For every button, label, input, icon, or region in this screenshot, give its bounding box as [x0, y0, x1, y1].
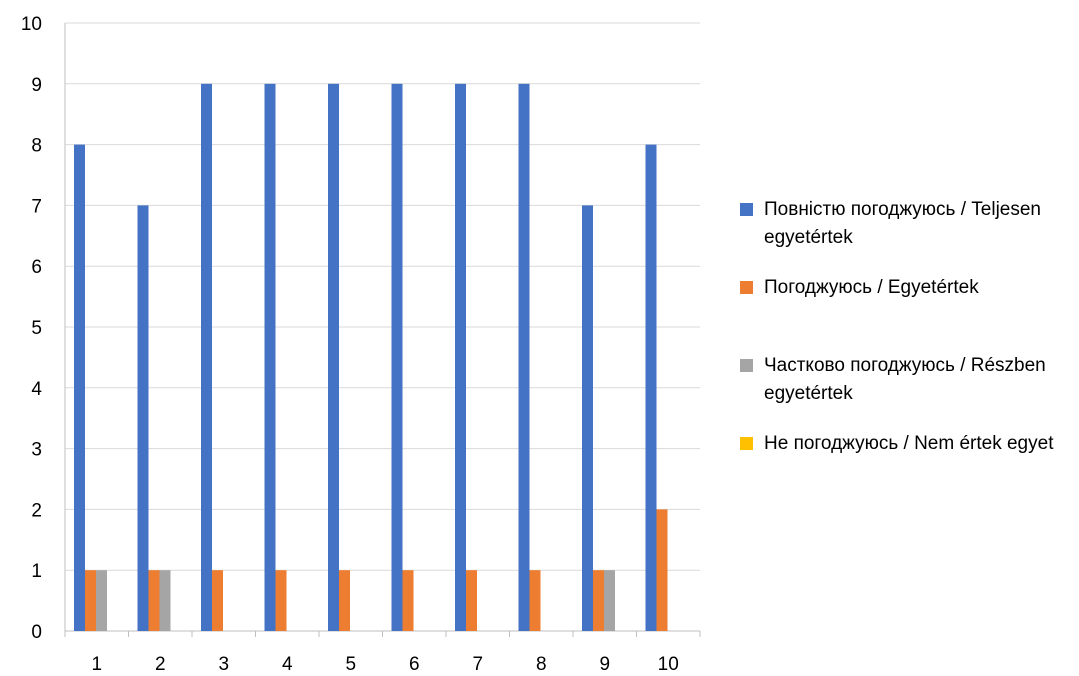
bar	[328, 83, 339, 632]
y-tick-label: 1	[31, 561, 42, 582]
legend-swatch	[740, 203, 753, 216]
bar	[466, 570, 477, 631]
legend-item: Погоджуюсь / Egyetértek	[740, 274, 1070, 302]
y-tick-label: 0	[31, 622, 42, 643]
legend-label: Не погоджуюсь / Nem értek egyet	[764, 433, 1054, 454]
bar	[593, 570, 604, 631]
y-tick-label: 6	[31, 257, 42, 278]
bar	[275, 570, 287, 631]
y-tick-label: 10	[21, 14, 42, 35]
x-tick-label: 3	[218, 654, 229, 675]
y-tick-label: 7	[31, 196, 42, 217]
legend-item: Не погоджуюсь / Nem értek egyet	[740, 430, 1070, 458]
bar	[96, 570, 107, 631]
x-tick-label: 2	[155, 654, 166, 675]
bar	[201, 83, 212, 632]
bar	[582, 205, 593, 631]
legend-item: Частково погоджуюсь / Részben egyetértek	[740, 352, 1070, 408]
bar	[212, 570, 223, 631]
bar	[74, 144, 85, 631]
y-tick-label: 5	[31, 318, 42, 339]
y-tick-label: 4	[31, 379, 42, 400]
bar	[402, 570, 414, 631]
bar	[529, 570, 541, 631]
y-tick-label: 9	[31, 75, 42, 96]
bar	[148, 570, 160, 631]
x-tick-label: 10	[658, 654, 679, 675]
x-tick-label: 8	[536, 654, 547, 675]
bar	[645, 144, 657, 631]
bar	[264, 83, 276, 632]
x-tick-label: 4	[282, 654, 293, 675]
bar	[518, 83, 530, 632]
y-tick-label: 3	[31, 440, 42, 461]
x-tick-label: 5	[345, 654, 356, 675]
y-tick-label: 2	[31, 500, 42, 521]
bar	[455, 83, 466, 632]
bar	[656, 509, 668, 631]
y-tick-label: 8	[31, 136, 42, 157]
legend-item: Повністю погоджуюсь / Teljesen egyetérte…	[740, 196, 1070, 252]
legend-swatch	[740, 359, 753, 372]
legend-label: Частково погоджуюсь / Részben egyetértek	[764, 355, 1046, 404]
bar	[391, 83, 403, 632]
bar	[85, 570, 96, 631]
x-tick-label: 9	[599, 654, 610, 675]
x-tick-label: 7	[472, 654, 483, 675]
bar	[137, 205, 149, 631]
x-tick-label: 6	[409, 654, 420, 675]
bar	[604, 570, 615, 631]
legend: Повністю погоджуюсь / Teljesen egyetérte…	[740, 196, 1070, 458]
legend-swatch	[740, 281, 753, 294]
x-tick-label: 1	[91, 654, 102, 675]
legend-label: Погоджуюсь / Egyetértek	[764, 277, 979, 298]
legend-label: Повністю погоджуюсь / Teljesen egyetérte…	[764, 199, 1041, 248]
bar	[159, 570, 171, 631]
bar	[339, 570, 350, 631]
legend-swatch	[740, 437, 753, 450]
